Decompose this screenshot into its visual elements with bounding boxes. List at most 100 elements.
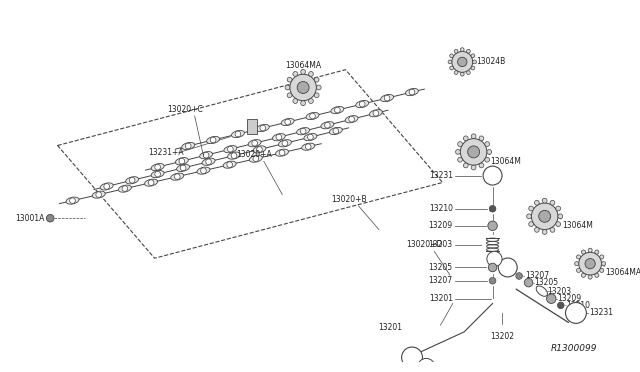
Circle shape xyxy=(489,205,496,212)
Ellipse shape xyxy=(148,180,154,186)
Ellipse shape xyxy=(227,152,241,159)
Text: 13202: 13202 xyxy=(490,332,514,341)
Circle shape xyxy=(287,77,292,82)
Circle shape xyxy=(316,85,321,90)
Circle shape xyxy=(285,85,290,90)
Circle shape xyxy=(463,163,468,168)
Circle shape xyxy=(556,206,561,211)
Text: 13209: 13209 xyxy=(557,294,581,303)
Ellipse shape xyxy=(197,167,210,174)
Ellipse shape xyxy=(204,152,209,158)
Ellipse shape xyxy=(232,131,244,138)
Circle shape xyxy=(579,252,602,275)
Ellipse shape xyxy=(202,158,215,166)
Ellipse shape xyxy=(275,149,289,156)
Text: 13231+A: 13231+A xyxy=(148,148,184,157)
Ellipse shape xyxy=(179,158,185,164)
Ellipse shape xyxy=(278,140,291,147)
Ellipse shape xyxy=(256,125,269,132)
Circle shape xyxy=(402,347,422,368)
Circle shape xyxy=(487,150,492,154)
Ellipse shape xyxy=(118,185,131,192)
Circle shape xyxy=(454,71,458,74)
Ellipse shape xyxy=(282,141,288,146)
Ellipse shape xyxy=(180,165,186,171)
Circle shape xyxy=(527,214,531,219)
Circle shape xyxy=(460,48,464,51)
Ellipse shape xyxy=(186,143,191,149)
Circle shape xyxy=(314,77,319,82)
Circle shape xyxy=(556,222,561,227)
Ellipse shape xyxy=(406,89,419,96)
Ellipse shape xyxy=(171,173,184,180)
Ellipse shape xyxy=(151,164,164,171)
Ellipse shape xyxy=(104,184,109,189)
Ellipse shape xyxy=(92,191,105,198)
Ellipse shape xyxy=(381,94,394,102)
Ellipse shape xyxy=(306,112,319,120)
Circle shape xyxy=(293,99,298,103)
Ellipse shape xyxy=(250,155,262,162)
Circle shape xyxy=(558,214,563,219)
Ellipse shape xyxy=(228,146,233,152)
Ellipse shape xyxy=(66,197,79,204)
Ellipse shape xyxy=(310,113,316,119)
Circle shape xyxy=(460,139,487,165)
Ellipse shape xyxy=(279,150,285,155)
Circle shape xyxy=(293,71,298,76)
Ellipse shape xyxy=(330,127,342,135)
Circle shape xyxy=(450,54,454,58)
Circle shape xyxy=(483,166,502,185)
Circle shape xyxy=(547,294,556,304)
Ellipse shape xyxy=(321,122,334,129)
Circle shape xyxy=(585,259,595,269)
Ellipse shape xyxy=(257,147,262,152)
Ellipse shape xyxy=(273,134,285,141)
Circle shape xyxy=(566,302,586,323)
Circle shape xyxy=(550,227,555,232)
Circle shape xyxy=(588,275,592,279)
Circle shape xyxy=(479,136,484,141)
Ellipse shape xyxy=(175,174,180,180)
Circle shape xyxy=(539,210,550,222)
Ellipse shape xyxy=(360,101,365,107)
Ellipse shape xyxy=(125,177,139,184)
Circle shape xyxy=(471,66,475,70)
Ellipse shape xyxy=(308,134,313,140)
Ellipse shape xyxy=(200,151,212,159)
Circle shape xyxy=(600,255,604,259)
Ellipse shape xyxy=(227,162,232,167)
Circle shape xyxy=(47,214,54,222)
Ellipse shape xyxy=(281,118,294,126)
Circle shape xyxy=(450,66,454,70)
Ellipse shape xyxy=(253,146,266,153)
Ellipse shape xyxy=(248,140,261,147)
Circle shape xyxy=(542,230,547,234)
Ellipse shape xyxy=(145,179,157,186)
Circle shape xyxy=(529,206,534,211)
Ellipse shape xyxy=(260,125,266,131)
Ellipse shape xyxy=(296,128,310,135)
Ellipse shape xyxy=(175,158,188,165)
Text: 13020+B: 13020+B xyxy=(331,195,367,204)
Text: 13207: 13207 xyxy=(429,276,452,285)
Ellipse shape xyxy=(349,116,355,122)
Circle shape xyxy=(452,51,473,72)
Circle shape xyxy=(471,134,476,139)
Circle shape xyxy=(534,227,540,232)
Circle shape xyxy=(456,150,460,154)
Circle shape xyxy=(479,163,484,168)
Circle shape xyxy=(287,93,292,98)
Text: R1300099: R1300099 xyxy=(550,344,596,353)
Text: 13024B: 13024B xyxy=(476,57,506,67)
Ellipse shape xyxy=(235,131,241,137)
Circle shape xyxy=(484,157,490,162)
Text: 13201: 13201 xyxy=(429,294,452,303)
Circle shape xyxy=(487,251,502,266)
Ellipse shape xyxy=(331,106,344,113)
Circle shape xyxy=(458,57,467,67)
Ellipse shape xyxy=(409,89,415,95)
Circle shape xyxy=(602,262,605,266)
Text: 13231: 13231 xyxy=(429,171,452,180)
Ellipse shape xyxy=(345,116,358,123)
